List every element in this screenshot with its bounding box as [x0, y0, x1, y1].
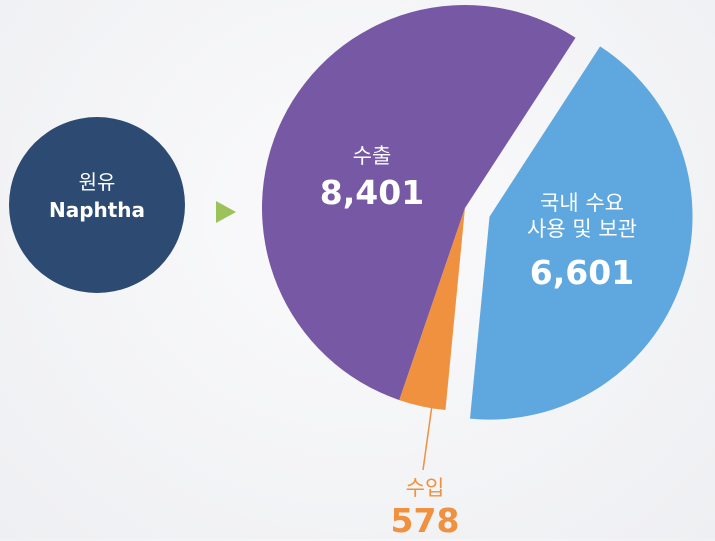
value-label: 578 — [390, 501, 460, 540]
pie-slice — [261, 4, 576, 401]
slice-label: 수출 — [352, 144, 392, 168]
slice-label: 국내 수요 사용 및 보관 — [527, 191, 637, 242]
pie-slice — [399, 208, 465, 411]
value-label: 6,601 — [529, 253, 635, 292]
value-label: 8,401 — [319, 173, 425, 212]
source-name: Naphtha — [48, 198, 146, 222]
pie-slice — [469, 46, 693, 420]
leader-line — [422, 397, 434, 471]
source-circle — [9, 117, 185, 293]
source-label: 원유 — [78, 170, 116, 194]
slice-label: 수입 — [405, 476, 445, 500]
arrow — [216, 201, 236, 223]
